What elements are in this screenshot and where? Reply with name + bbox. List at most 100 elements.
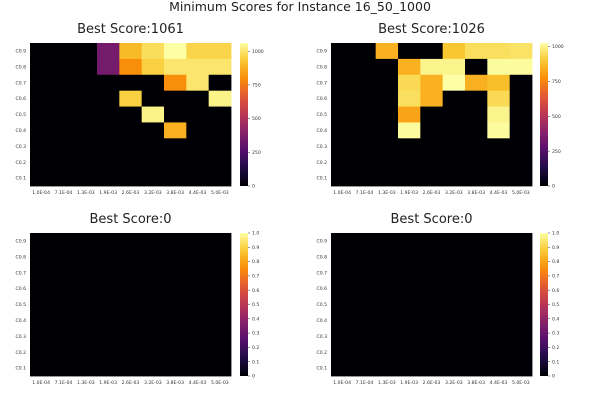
y-tick-label: C0.6 [316,96,327,102]
heatmap-cell [375,328,399,345]
heatmap-cell [30,74,53,92]
heatmap-cell [487,312,511,329]
heatmap-cell [164,43,187,60]
heatmap-cell [30,43,53,60]
heatmap-cell [353,58,377,76]
heatmap-cell [487,154,511,171]
y-tick-label: C0.1 [316,366,327,372]
heatmap-cell [420,154,444,171]
y-tick-label: C0.9 [15,239,26,245]
heatmap-cell [331,74,354,92]
colorbar-tick-label: 0.2 [552,345,559,351]
x-tick-label: 3.8E-03 [467,380,485,386]
heatmap-cell [442,233,466,250]
heatmap-cell [119,138,143,155]
heatmap-cell [420,248,444,266]
colorbar-tick-label: 0.4 [252,316,259,322]
heatmap-cell [208,90,232,107]
x-tick-label: 2.6E-03 [423,380,441,386]
heatmap-cell [208,74,232,92]
x-tick-label: 1.9E-03 [99,190,117,196]
heatmap-cell [398,90,421,107]
heatmap-cell [30,138,53,155]
x-tick-label: 4.4E-03 [189,190,207,196]
colorbar-tick-label: 0.3 [252,331,259,337]
heatmap-cell [509,138,533,155]
colorbar-tick-label: 0.8 [252,259,259,265]
heatmap-cell [52,43,76,60]
colorbar-tick-label: 0.1 [252,359,259,365]
heatmap-cell [119,296,143,313]
heatmap-cell [30,312,53,329]
heatmap-cell [186,154,210,171]
heatmap-cell [331,138,354,155]
heatmap-cell [398,106,421,123]
heatmap-cell [398,344,421,361]
heatmap-cell [331,296,354,313]
colorbar-tick-label: 0.9 [252,245,259,251]
heatmap-cell [398,296,421,313]
heatmap-cell [164,58,187,76]
heatmap-cell [465,154,488,171]
heatmap-cell [52,170,76,187]
heatmap-cell [353,312,377,329]
heatmap-cell [398,170,421,187]
heatmap-cell [420,280,444,297]
heatmap-cell [331,344,354,361]
heatmap-cell [164,312,187,329]
heatmap-cell [74,233,98,250]
heatmap-cell [30,344,53,361]
heatmap-cell [52,58,76,76]
x-tick-label: 3.2E-03 [445,380,463,386]
heatmap-cell [97,248,120,266]
heatmap-cell [30,90,53,107]
heatmap-cell [186,248,210,266]
panel-title: Best Score:0 [391,212,473,227]
heatmap-cell [420,74,444,92]
heatmap-cell [119,248,143,266]
heatmap-cell [97,264,120,282]
heatmap-panel-3: Best Score:0 C0.9 C0.8 C0.7 C0.6 C0.5 C0.4 C0.3… [15,212,259,386]
heatmap-cell [52,360,76,377]
y-tick-label: C0.5 [316,112,327,118]
heatmap-cell [487,43,511,60]
y-tick-label: C0.9 [316,239,327,245]
heatmap-cell [331,264,354,282]
heatmap-cell [141,58,165,76]
heatmap-cell [141,154,165,171]
heatmap-cell [465,170,488,187]
heatmap-cell [141,296,165,313]
heatmap-cell [164,154,187,171]
x-tick-label: 1.3E-03 [378,380,396,386]
heatmap-cell [331,360,354,377]
heatmap-cell [119,360,143,377]
heatmap-cell [487,360,511,377]
heatmap-cell [509,344,533,361]
heatmap-cell [331,312,354,329]
heatmap-cell [442,328,466,345]
heatmap-cell [186,296,210,313]
x-tick-label: 1.0E-04 [32,380,50,386]
colorbar-tick-label: 0.2 [252,345,259,351]
heatmap-cell [119,43,143,60]
heatmap-cell [30,360,53,377]
heatmap-cell [465,233,488,250]
heatmap-cell [420,122,444,139]
y-tick-label: C0.1 [15,366,26,372]
heatmap-cell [353,328,377,345]
x-tick-label: 1.3E-03 [77,380,95,386]
y-tick-label: C0.2 [15,160,26,166]
heatmap-cell [97,58,120,76]
heatmap-cell [74,43,98,60]
heatmap-cell [52,248,76,266]
heatmap-cell [331,248,354,266]
heatmap-cell [97,360,120,377]
colorbar-tick-label: 1.0 [252,231,259,237]
heatmap-cell [74,248,98,266]
heatmap-cell [141,74,165,92]
heatmap-cell [52,90,76,107]
heatmap-cell [74,312,98,329]
colorbar-tick-label: 0 [552,184,555,190]
heatmap-cell [74,138,98,155]
